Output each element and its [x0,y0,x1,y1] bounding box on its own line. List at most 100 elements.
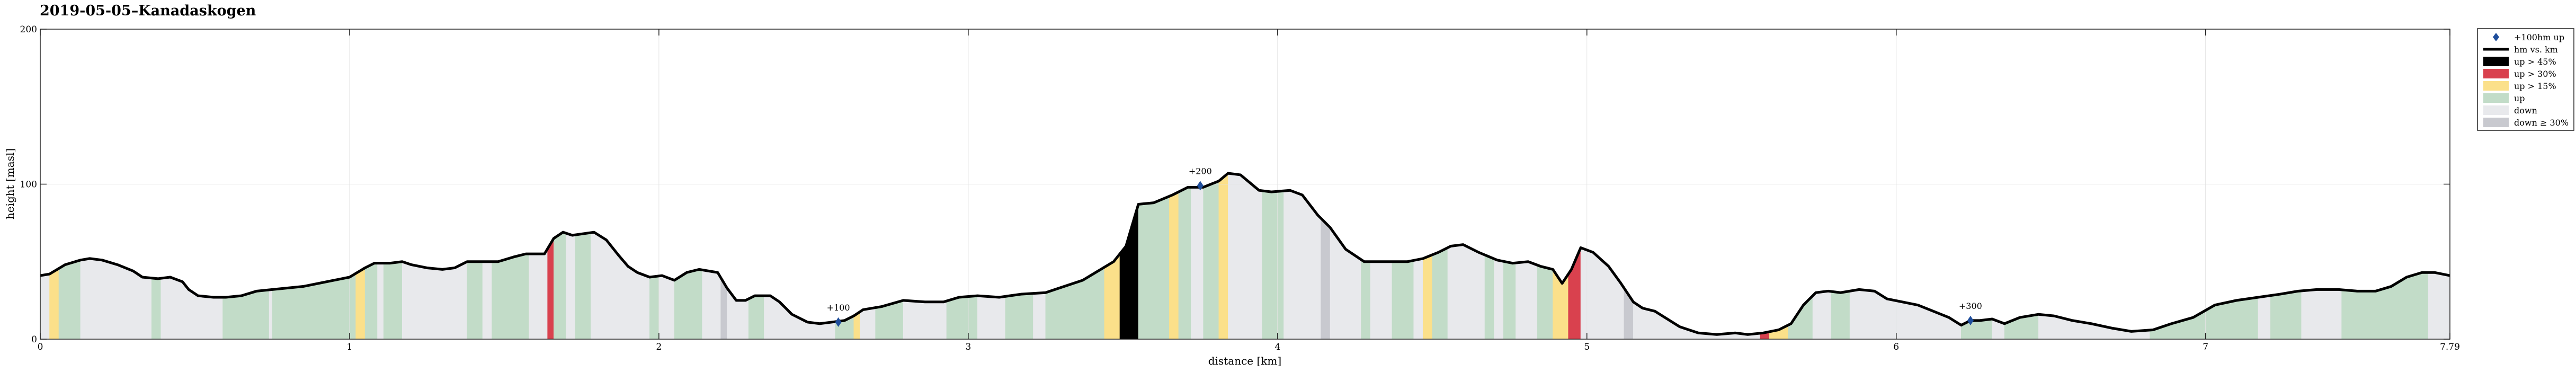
segment-up-23 [649,276,659,340]
legend-label-marker: +100hm up [2514,32,2564,42]
climb-marker-label-0: +100 [827,303,850,313]
grid-lines [40,29,2450,339]
segment-down-33 [860,307,876,340]
segment-up-56 [1392,260,1414,340]
segment-up-83 [2270,290,2302,340]
legend-label-down30: down ≥ 30% [2514,118,2569,128]
segment-down-86 [2428,272,2450,340]
segment-up-50 [1262,190,1284,340]
segment-up15-1 [49,268,59,340]
x-axis-label: distance [km] [1208,355,1281,367]
segment-down-24 [658,275,675,340]
segment-down30-52 [1321,218,1331,340]
legend-label-up: up [2514,93,2525,103]
segment-down-55 [1370,261,1393,340]
segment-down-37 [977,295,1006,340]
segment-up15-48 [1218,173,1228,340]
segment-up-12 [383,261,403,340]
legend-label-down: down [2514,105,2537,116]
x-tick-label-4: 4 [1274,342,1280,352]
segment-down-84 [2301,289,2342,340]
x-tick-label-1: 1 [347,342,353,352]
segment-up30-18 [547,237,554,340]
segment-down-74 [1812,291,1832,340]
segment-up-21 [575,232,591,340]
segment-up-63 [1503,261,1516,340]
segment-down-49 [1228,173,1262,340]
segment-down-0 [40,273,50,340]
x-tick-label-2: 2 [656,342,662,352]
segment-up15-58 [1422,254,1433,340]
x-tick-label-6: 6 [1893,342,1899,352]
y-tick-label-0: 0 [31,334,37,345]
legend-swatch-up [2483,93,2509,103]
legend-label-up45: up > 45% [2514,57,2556,67]
climb-markers: +100 +200 +300 [827,166,1982,327]
segment-up-43 [1138,196,1170,340]
legend: +100hm up hm vs. km up > 45% up > 30% up > 1… [2477,28,2574,131]
segment-down-13 [402,261,468,340]
legend-label-line: hm vs. km [2514,45,2558,55]
segment-down-17 [529,248,548,340]
segment-up-10 [364,263,378,340]
segment-down-46 [1191,187,1204,340]
legend-label-up30: up > 30% [2514,69,2556,79]
segment-up-38 [1005,293,1033,340]
segment-down-20 [566,233,576,340]
legend-swatch-up45 [2483,57,2509,66]
legend-swatch-down30 [2483,118,2509,127]
segment-down-60 [1447,244,1485,340]
climb-marker-label-1: +200 [1189,166,1212,176]
legend-swatch-marker [2493,33,2499,41]
segment-up-61 [1484,254,1494,340]
climb-marker-label-2: +300 [1959,301,1982,311]
x-tick-label-7: 7 [2203,342,2208,352]
chart-title: 2019-05-05–Kanadaskogen [40,3,256,19]
segment-down-57 [1413,258,1423,340]
segment-up-45 [1178,187,1191,340]
y-axis-label: height [masl] [4,148,16,219]
slope-segments [40,173,2450,340]
segment-down-26 [702,269,721,340]
legend-swatch-up30 [2483,69,2509,78]
segment-up-19 [554,232,567,340]
segment-up-36 [946,295,978,340]
segment-up-54 [1361,259,1371,340]
segment-up-14 [467,261,483,340]
segment-up15-44 [1169,191,1179,340]
x-tick-label-3: 3 [965,342,971,352]
legend-swatch-up15 [2483,81,2509,91]
climb-marker-2 [1967,315,1974,325]
x-tick-label-5: 5 [1584,342,1590,352]
segment-up-75 [1831,290,1850,340]
segment-down-7 [269,289,273,340]
y-tick-label-1: 100 [20,180,37,190]
segment-down-64 [1516,261,1538,340]
climb-marker-0 [835,317,842,327]
segment-down-11 [377,263,384,340]
segment-up-29 [748,295,764,340]
y-tick-label-2: 200 [20,24,37,35]
x-axis-ticks: 0 1 2 3 4 5 6 7 7.79 [38,29,2460,352]
legend-items: +100hm up hm vs. km up > 45% up > 30% up > 1… [2483,32,2569,128]
segment-down-35 [903,300,947,340]
segment-up-16 [492,253,529,340]
segment-up-2 [58,260,81,340]
climb-marker-1 [1197,181,1204,191]
x-tick-label-8: 7.79 [2440,342,2460,352]
segment-up-47 [1203,181,1219,340]
segment-up-59 [1432,247,1448,340]
x-tick-label-0: 0 [38,342,43,352]
segment-up-25 [674,269,702,340]
segment-down-82 [2258,295,2271,340]
segment-up15-9 [355,267,366,340]
segment-down-39 [1033,292,1046,340]
segment-up-4 [151,278,162,340]
y-axis-ticks: 0 100 200 [20,24,2450,345]
legend-label-up15: up > 15% [2514,81,2556,91]
legend-swatch-down [2483,105,2509,115]
segment-up-65 [1537,264,1553,340]
segment-down-15 [482,261,492,340]
segment-down-62 [1494,258,1504,340]
